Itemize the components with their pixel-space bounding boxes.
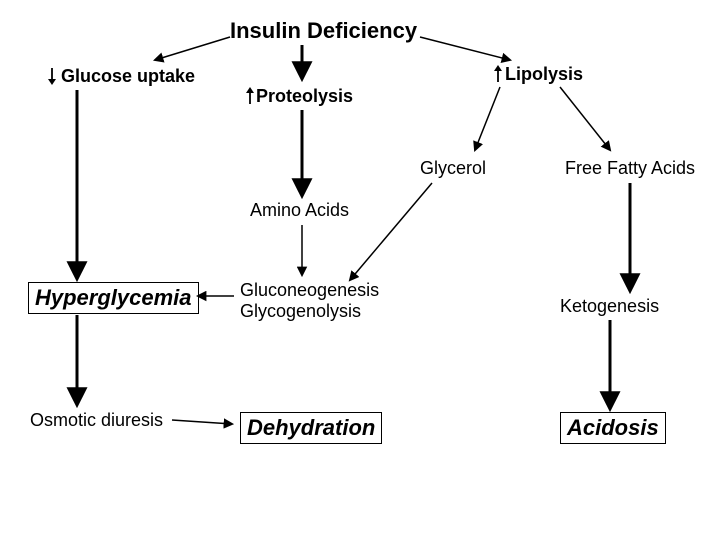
node-gluconeo: Gluconeogenesis Glycogenolysis [240,280,379,322]
node-amino: Amino Acids [250,200,349,221]
node-glucose: Glucose uptake [61,66,195,87]
node-title: Insulin Deficiency [230,18,417,44]
node-hyper: Hyperglycemia [28,282,199,314]
node-osmotic: Osmotic diuresis [30,410,163,431]
node-glycerol: Glycerol [420,158,486,179]
node-ffa: Free Fatty Acids [565,158,695,179]
node-dehydration: Dehydration [240,412,382,444]
node-keto: Ketogenesis [560,296,659,317]
node-lipolysis: Lipolysis [505,64,583,85]
node-acidosis: Acidosis [560,412,666,444]
node-proteolysis: Proteolysis [256,86,353,107]
